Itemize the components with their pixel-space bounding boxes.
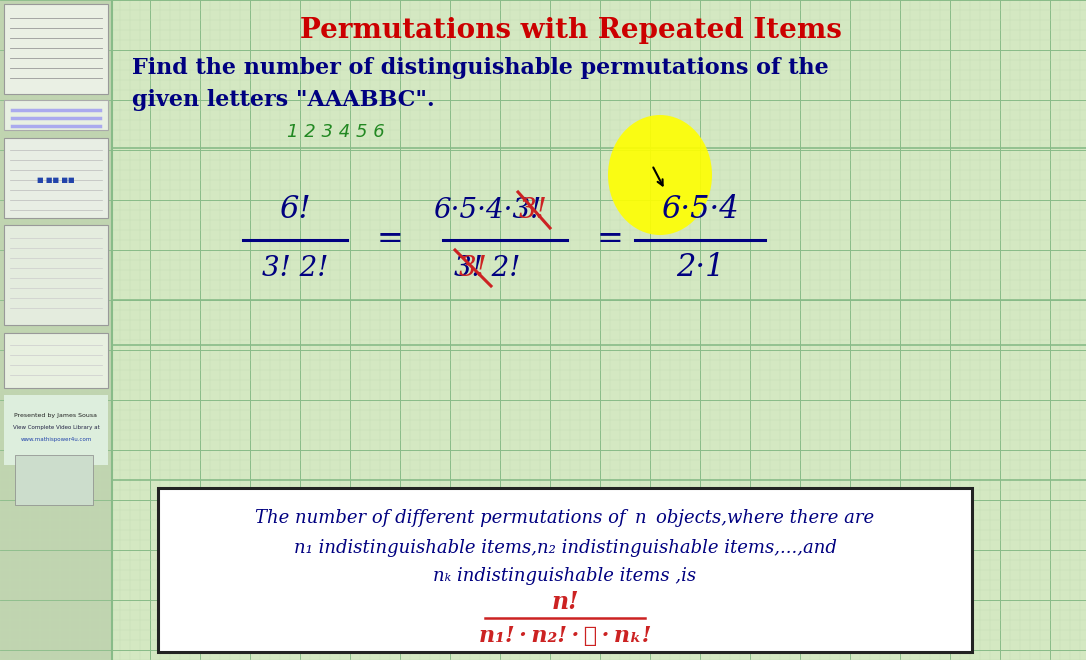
Text: given letters "AAABBC".: given letters "AAABBC". [132, 89, 434, 111]
Text: ■ ■■ ■■: ■ ■■ ■■ [37, 177, 75, 183]
FancyBboxPatch shape [4, 100, 108, 130]
Text: Presented by James Sousa: Presented by James Sousa [14, 412, 98, 418]
Text: View Complete Video Library at: View Complete Video Library at [13, 426, 100, 430]
Text: 1 2 3 4 5 6: 1 2 3 4 5 6 [287, 123, 384, 141]
Text: 3! 2!: 3! 2! [262, 255, 328, 282]
FancyBboxPatch shape [4, 4, 108, 94]
FancyBboxPatch shape [4, 395, 108, 465]
Text: 6·5·4·3!: 6·5·4·3! [433, 197, 541, 224]
Text: 2·1: 2·1 [675, 253, 724, 284]
FancyBboxPatch shape [4, 333, 108, 388]
Text: www.mathispower4u.com: www.mathispower4u.com [21, 438, 91, 442]
Text: 3! 2!: 3! 2! [454, 255, 520, 282]
Ellipse shape [608, 115, 712, 235]
Text: The number of different permutations of  n  objects,where there are: The number of different permutations of … [255, 509, 874, 527]
Text: 6·5·4: 6·5·4 [661, 195, 738, 226]
FancyBboxPatch shape [0, 0, 112, 660]
FancyBboxPatch shape [15, 455, 93, 505]
Text: n₁! · n₂! · ⋯ · nₖ!: n₁! · n₂! · ⋯ · nₖ! [479, 625, 652, 647]
Text: Find the number of distinguishable permutations of the: Find the number of distinguishable permu… [132, 57, 829, 79]
Text: =: = [377, 224, 403, 255]
Text: 6!: 6! [279, 195, 311, 226]
FancyBboxPatch shape [4, 225, 108, 325]
Text: nₖ indistinguishable items ,is: nₖ indistinguishable items ,is [433, 567, 696, 585]
FancyBboxPatch shape [4, 138, 108, 218]
FancyBboxPatch shape [157, 488, 972, 652]
Text: Permutations with Repeated Items: Permutations with Repeated Items [300, 16, 842, 44]
Text: =: = [596, 224, 623, 255]
Text: n₁ indistinguishable items,n₂ indistinguishable items,...,and: n₁ indistinguishable items,n₂ indistingu… [293, 539, 836, 557]
Text: 3!: 3! [519, 197, 547, 224]
Text: 3!: 3! [458, 255, 488, 282]
Text: n!: n! [552, 590, 579, 614]
